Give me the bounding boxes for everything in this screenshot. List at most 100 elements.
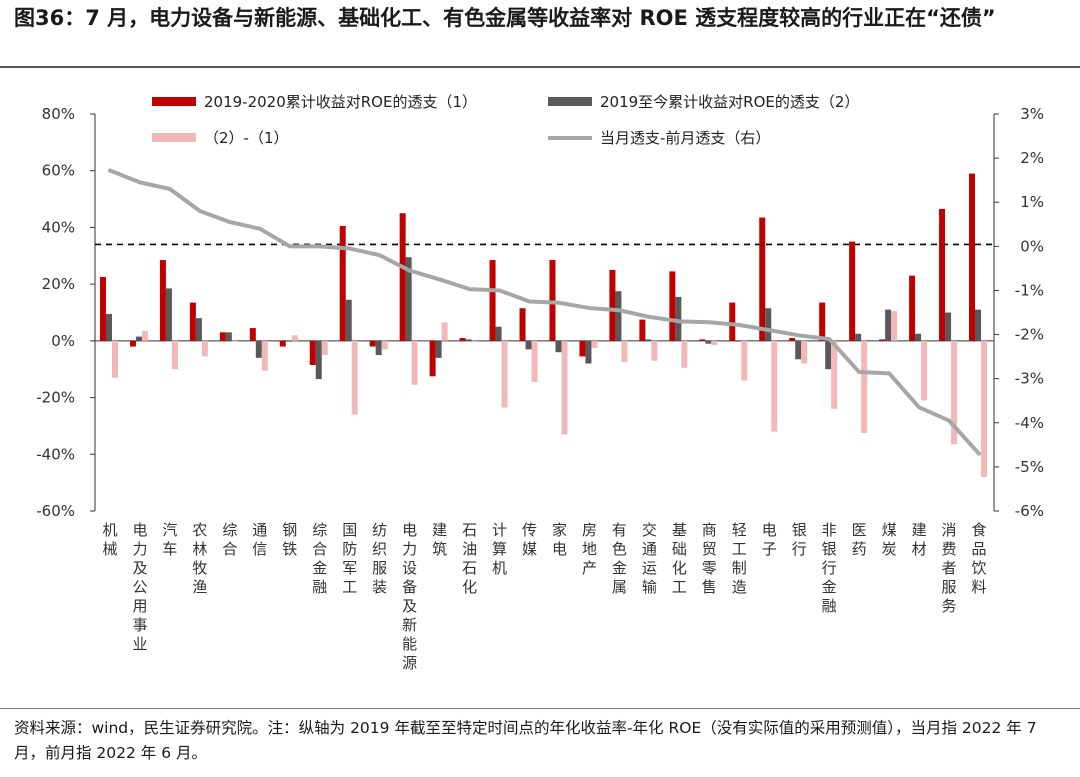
right-tick-label: -1% xyxy=(1015,281,1044,299)
category-label-char: 及 xyxy=(132,559,147,577)
category-label: 银行 xyxy=(792,521,807,558)
category-label: 建筑 xyxy=(432,521,447,558)
source-note: 资料来源：wind，民生证券研究院。注：纵轴为 2019 年截至至特定时间点的年… xyxy=(14,719,1037,762)
category-label-char: 军 xyxy=(342,559,357,577)
bar-series2 xyxy=(975,309,982,341)
bar-series2 xyxy=(765,308,772,341)
category-label-char: 用 xyxy=(132,597,147,615)
bar-series2 xyxy=(555,340,562,353)
category-label-char: 织 xyxy=(372,540,387,558)
category-label: 家电 xyxy=(552,521,567,558)
category-label-char: 汽 xyxy=(162,521,177,539)
category-label-char: 化 xyxy=(672,559,687,577)
category-label-char: 工 xyxy=(672,578,687,596)
bar-series1 xyxy=(159,260,166,341)
category-label-char: 品 xyxy=(972,540,987,558)
bar-series3 xyxy=(741,340,748,381)
bar-series2 xyxy=(165,288,172,341)
category-label-char: 合 xyxy=(312,540,327,558)
category-label-char: 制 xyxy=(732,559,747,577)
category-label-char: 算 xyxy=(492,540,507,558)
category-label-char: 商 xyxy=(702,521,717,539)
category-label-char: 售 xyxy=(702,578,717,596)
category-label-char: 者 xyxy=(942,559,957,577)
bar-series1 xyxy=(909,275,916,341)
legend-label-series3: （2）-（1） xyxy=(204,129,289,147)
category-label-char: 零 xyxy=(702,559,717,577)
category-label-char: 力 xyxy=(402,540,417,558)
bar-series2 xyxy=(615,291,622,341)
category-label-char: 工 xyxy=(342,578,357,596)
category-label-char: 建 xyxy=(432,521,447,539)
bar-series3 xyxy=(471,340,478,343)
bar-series2 xyxy=(225,332,232,341)
right-tick-label: -3% xyxy=(1015,370,1044,388)
category-label-char: 基 xyxy=(672,521,687,539)
category-label-char: 运 xyxy=(642,559,657,577)
category-label-char: 融 xyxy=(312,578,327,596)
bar-series1 xyxy=(939,208,946,341)
legend-label-series4: 当月透支-前月透支（右） xyxy=(600,129,770,147)
bar-series3 xyxy=(441,322,448,341)
right-tick-label: -4% xyxy=(1015,414,1044,432)
right-tick-label: 2% xyxy=(1020,149,1044,167)
category-label-char: 金 xyxy=(312,559,327,577)
category-label-char: 钢 xyxy=(282,521,297,539)
bar-series1 xyxy=(309,340,316,365)
category-label-char: 料 xyxy=(972,578,987,596)
category-label-char: 力 xyxy=(132,540,147,558)
category-label-char: 消 xyxy=(942,521,957,539)
category-label: 计算机 xyxy=(492,521,507,577)
bar-series1 xyxy=(579,340,586,357)
bar-series3 xyxy=(531,340,538,382)
category-label-char: 银 xyxy=(822,540,837,558)
category-label-char: 煤 xyxy=(882,521,897,539)
category-label-char: 信 xyxy=(252,540,267,558)
category-label-char: 传 xyxy=(522,521,537,539)
line-group xyxy=(107,168,982,456)
bar-series3 xyxy=(681,340,688,368)
category-label: 电子 xyxy=(762,521,777,558)
bar-series2 xyxy=(645,339,652,341)
bar-series1 xyxy=(639,319,646,341)
category-label-char: 综 xyxy=(312,521,327,539)
bar-series2 xyxy=(315,340,322,380)
category-label-char: 行 xyxy=(792,540,807,558)
category-label-char: 备 xyxy=(402,578,417,596)
category-label-char: 输 xyxy=(642,578,657,596)
bar-series2 xyxy=(945,312,952,341)
bar-series3 xyxy=(861,340,868,434)
bar-series3 xyxy=(801,340,808,364)
category-label: 综合 xyxy=(222,521,237,558)
bar-series2 xyxy=(735,340,742,342)
bar-series2 xyxy=(795,340,802,360)
category-label-char: 房 xyxy=(582,521,597,539)
bar-series1 xyxy=(279,340,286,347)
bar-series2 xyxy=(435,340,442,358)
bar-series3 xyxy=(981,340,988,477)
category-label-char: 防 xyxy=(342,540,357,558)
figure-title: 图36：7 月，电力设备与新能源、基础化工、有色金属等收益率对 ROE 透支程度… xyxy=(14,6,996,30)
title-divider xyxy=(0,66,1080,68)
category-label: 基础化工 xyxy=(672,521,687,596)
left-tick-label: -20% xyxy=(36,389,75,407)
right-tick-label: -5% xyxy=(1015,458,1044,476)
bar-series2 xyxy=(375,340,382,356)
bar-series2 xyxy=(105,313,112,341)
category-label-char: 电 xyxy=(402,521,417,539)
bar-series1 xyxy=(609,269,616,341)
category-label-char: 医 xyxy=(852,521,867,539)
category-label-char: 公 xyxy=(132,578,147,596)
category-label-char: 业 xyxy=(132,635,147,653)
legend-swatch-series2 xyxy=(548,97,592,106)
category-label-char: 计 xyxy=(492,521,507,539)
bar-series1 xyxy=(849,241,856,341)
left-tick-label: 0% xyxy=(51,332,75,350)
bar-series1 xyxy=(369,340,376,347)
category-label-char: 新 xyxy=(402,616,417,634)
